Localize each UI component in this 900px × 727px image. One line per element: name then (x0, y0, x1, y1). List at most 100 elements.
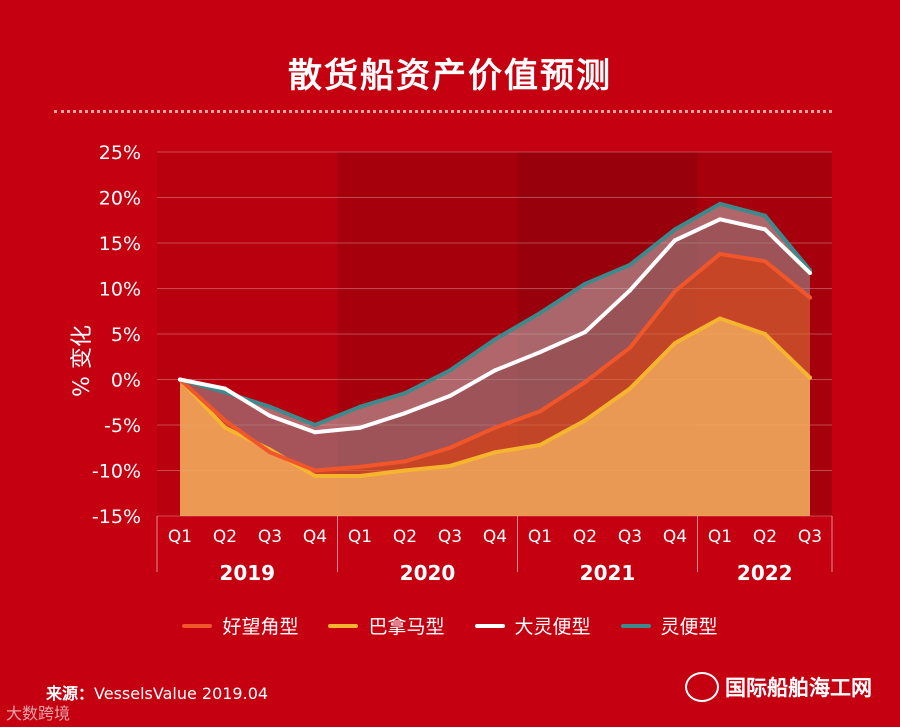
legend-label-capesize: 好望角型 (222, 616, 299, 638)
series-point-handysize (403, 391, 407, 396)
series-point-capesize (313, 468, 317, 473)
y-tick-label: 10% (99, 279, 141, 301)
y-tick-label: -10% (92, 461, 141, 483)
source-label: 来源： (46, 684, 95, 703)
legend-swatch-capesize (182, 623, 213, 628)
series-point-panamax (718, 316, 722, 321)
legend-swatch-handysize (620, 623, 651, 628)
x-tick-label: Q2 (573, 527, 597, 547)
series-point-supramax (358, 425, 362, 430)
series-point-panamax (223, 425, 227, 430)
series-point-capesize (223, 418, 227, 423)
series-point-handysize (313, 423, 317, 427)
series-point-panamax (403, 468, 407, 473)
series-point-supramax (628, 288, 632, 293)
wechat-logo-icon (685, 672, 719, 702)
watermark-left: 大数跨境 (6, 704, 71, 723)
y-tick-label: 25% (99, 142, 141, 164)
area-handysize-band (180, 203, 810, 433)
legend-item-supramax: 大灵便型 (474, 612, 591, 639)
x-tick-label: Q2 (393, 527, 417, 547)
chart-legend: 好望角型 巴拿马型 大灵便型 灵便型 (0, 612, 900, 639)
series-point-handysize (358, 404, 362, 409)
series-point-capesize (763, 259, 767, 264)
x-tick-label: Q1 (168, 527, 192, 547)
x-tick-label: Q3 (798, 527, 822, 547)
series-point-panamax (448, 463, 452, 468)
series-point-panamax (673, 341, 677, 346)
series-point-capesize (673, 289, 677, 294)
y-tick-label: -15% (92, 506, 141, 528)
series-point-supramax (403, 411, 407, 416)
legend-item-handysize: 灵便型 (620, 612, 718, 639)
legend-item-panamax: 巴拿马型 (328, 612, 445, 639)
series-point-supramax (538, 350, 542, 355)
x-tick-label: Q2 (753, 527, 777, 547)
series-point-handysize (268, 404, 272, 409)
year-label-2019: 2019 (219, 561, 275, 585)
year-label-2020: 2020 (400, 561, 456, 585)
y-tick-label: 0% (111, 370, 141, 392)
series-point-handysize (493, 337, 497, 342)
series-point-supramax (718, 217, 722, 222)
y-tick-label: -5% (104, 415, 141, 437)
source-text: VesselsValue 2019.04 (94, 684, 269, 703)
series-point-supramax (178, 377, 182, 382)
series-point-capesize (628, 345, 632, 350)
x-tick-label: Q4 (303, 527, 327, 547)
series-point-capesize (403, 459, 407, 464)
legend-swatch-panamax (328, 623, 359, 628)
series-point-supramax (673, 238, 677, 243)
x-tick-label: Q4 (663, 527, 687, 547)
series-point-supramax (808, 271, 812, 276)
page-title: 散货船资产价值预测 (288, 56, 612, 96)
series-point-supramax (493, 368, 497, 373)
series-point-handysize (628, 262, 632, 267)
legend-label-supramax: 大灵便型 (514, 616, 591, 638)
legend-item-capesize: 好望角型 (182, 612, 298, 639)
y-tick-label: 5% (111, 324, 141, 346)
area-supramax-band (180, 219, 810, 471)
series-point-supramax (763, 227, 767, 232)
series-point-handysize (718, 201, 722, 206)
series-point-supramax (583, 330, 587, 335)
series-point-handysize (448, 368, 452, 373)
year-label-2022: 2022 (737, 561, 793, 585)
x-tick-label: Q3 (258, 527, 282, 547)
series-point-handysize (538, 311, 542, 316)
series-point-capesize (358, 464, 362, 469)
x-tick-label: Q1 (348, 527, 372, 547)
series-point-supramax (313, 430, 317, 435)
dotted-divider (54, 110, 832, 113)
series-point-capesize (808, 295, 812, 300)
series-point-capesize (538, 409, 542, 414)
legend-swatch-supramax (474, 623, 505, 628)
watermark-right: 国际船舶海工网 (685, 672, 872, 702)
legend-label-handysize: 灵便型 (660, 616, 718, 638)
series-point-capesize (583, 380, 587, 385)
year-label-2021: 2021 (580, 561, 636, 585)
series-point-panamax (583, 418, 587, 423)
series-point-capesize (268, 450, 272, 455)
y-tick-label: 20% (99, 188, 141, 210)
series-point-handysize (673, 227, 677, 232)
series-point-capesize (718, 251, 722, 256)
series-point-panamax (313, 473, 317, 478)
series-point-supramax (448, 393, 452, 398)
series-point-panamax (808, 375, 812, 380)
series-point-panamax (538, 443, 542, 448)
series-point-capesize (448, 445, 452, 450)
series-point-supramax (223, 386, 227, 391)
x-tick-label: Q1 (528, 527, 552, 547)
x-tick-label: Q3 (618, 527, 642, 547)
series-point-capesize (493, 425, 497, 430)
series-point-panamax (493, 450, 497, 455)
x-tick-label: Q1 (708, 527, 732, 547)
x-tick-label: Q4 (483, 527, 507, 547)
y-tick-label: 15% (99, 233, 141, 255)
watermark-right-text: 国际船舶海工网 (725, 676, 872, 700)
series-point-panamax (358, 473, 362, 478)
series-point-supramax (268, 413, 272, 418)
